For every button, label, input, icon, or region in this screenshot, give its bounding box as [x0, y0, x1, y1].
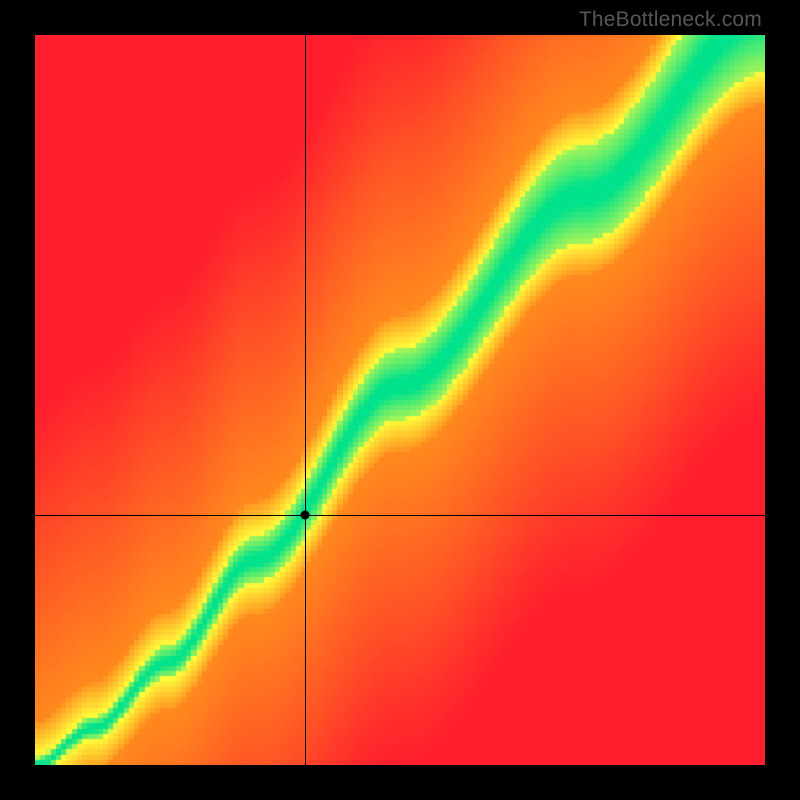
crosshair-vertical — [305, 35, 306, 765]
crosshair-marker — [301, 511, 310, 520]
watermark-text: TheBottleneck.com — [579, 8, 762, 32]
plot-area — [35, 35, 765, 765]
heatmap-canvas — [35, 35, 765, 765]
crosshair-horizontal — [35, 515, 765, 516]
